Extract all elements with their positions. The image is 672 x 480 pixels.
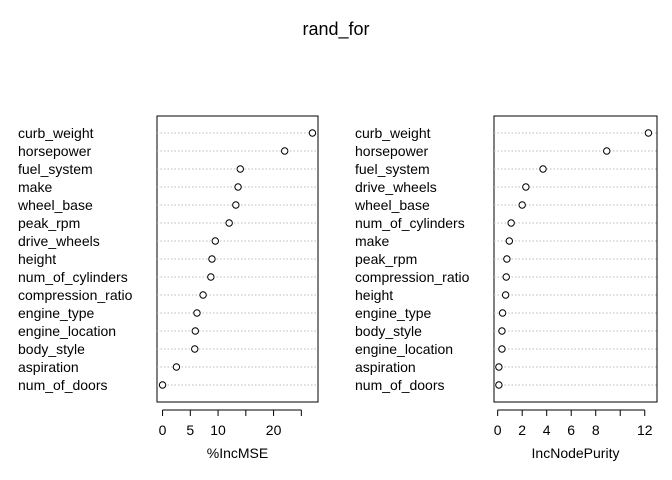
data-point bbox=[225, 219, 233, 227]
category-label: engine_location bbox=[18, 323, 116, 339]
x-tick-label: 0 bbox=[494, 422, 502, 438]
data-point bbox=[191, 345, 199, 353]
category-label: num_of_doors bbox=[355, 377, 445, 393]
data-point bbox=[518, 201, 526, 209]
category-label: num_of_doors bbox=[18, 377, 108, 393]
data-point bbox=[172, 363, 181, 371]
x-tick-label: 8 bbox=[592, 422, 600, 438]
category-label: num_of_cylinders bbox=[18, 269, 128, 285]
x-tick-label: 10 bbox=[210, 422, 226, 438]
data-point bbox=[236, 165, 244, 173]
data-point bbox=[280, 147, 289, 155]
category-label: peak_rpm bbox=[18, 215, 80, 231]
data-point bbox=[495, 381, 503, 389]
category-label: horsepower bbox=[18, 143, 91, 159]
data-point bbox=[522, 183, 530, 191]
x-tick-label: 12 bbox=[637, 422, 653, 438]
data-point bbox=[208, 255, 216, 263]
x-tick-label: 0 bbox=[159, 422, 167, 438]
data-point bbox=[308, 129, 317, 137]
category-label: num_of_cylinders bbox=[355, 215, 465, 231]
data-point bbox=[498, 345, 506, 353]
category-label: make bbox=[355, 233, 389, 249]
category-label: engine_type bbox=[18, 305, 95, 321]
category-label: body_style bbox=[18, 341, 85, 357]
x-tick-label: 5 bbox=[186, 422, 194, 438]
category-label: peak_rpm bbox=[355, 251, 417, 267]
data-point bbox=[495, 363, 503, 371]
category-label: wheel_base bbox=[354, 197, 430, 213]
category-label: curb_weight bbox=[18, 125, 94, 141]
data-point bbox=[498, 327, 506, 335]
category-label: engine_type bbox=[355, 305, 432, 321]
category-label: curb_weight bbox=[355, 125, 431, 141]
data-point bbox=[232, 201, 240, 209]
category-label: fuel_system bbox=[18, 161, 93, 177]
data-point bbox=[498, 309, 507, 317]
data-point bbox=[191, 327, 200, 335]
data-point bbox=[158, 381, 167, 389]
x-axis-label: %IncMSE bbox=[207, 445, 268, 461]
data-point bbox=[211, 237, 219, 245]
category-label: compression_ratio bbox=[355, 269, 470, 285]
category-label: drive_wheels bbox=[18, 233, 100, 249]
x-axis-label: IncNodePurity bbox=[532, 445, 620, 461]
category-label: compression_ratio bbox=[18, 287, 133, 303]
category-label: make bbox=[18, 179, 52, 195]
category-label: aspiration bbox=[18, 359, 79, 375]
category-label: aspiration bbox=[355, 359, 416, 375]
x-tick-label: 6 bbox=[567, 422, 575, 438]
category-label: horsepower bbox=[355, 143, 428, 159]
data-point bbox=[507, 219, 515, 227]
data-point bbox=[199, 291, 207, 299]
data-point bbox=[193, 309, 201, 317]
x-tick-label: 2 bbox=[518, 422, 526, 438]
category-label: engine_location bbox=[355, 341, 453, 357]
x-tick-label: 20 bbox=[266, 422, 282, 438]
data-point bbox=[603, 147, 611, 155]
panel-2: curb_weight horsepower fuel_system drive_wh… bbox=[354, 115, 658, 461]
data-point bbox=[503, 255, 511, 263]
data-point bbox=[501, 291, 510, 299]
category-label: fuel_system bbox=[355, 161, 430, 177]
chart-title: rand_for bbox=[302, 19, 369, 40]
category-label: height bbox=[18, 251, 56, 267]
x-tick-label: 4 bbox=[543, 422, 551, 438]
category-label: drive_wheels bbox=[355, 179, 437, 195]
data-point bbox=[539, 165, 547, 173]
data-point bbox=[505, 237, 514, 245]
data-point bbox=[502, 273, 510, 281]
category-label: body_style bbox=[355, 323, 422, 339]
category-label: wheel_base bbox=[17, 197, 93, 213]
data-point bbox=[234, 183, 242, 191]
data-point bbox=[207, 273, 215, 281]
category-label: height bbox=[355, 287, 393, 303]
data-point bbox=[644, 129, 653, 137]
